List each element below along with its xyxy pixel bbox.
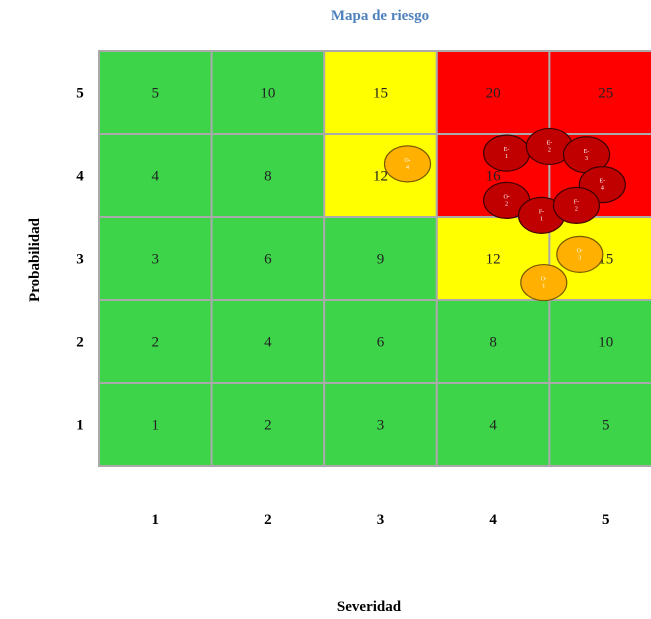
cell-value-label: 10: [598, 335, 613, 351]
y-tick-label: 4: [76, 169, 84, 185]
risk-bubble-label: O-4: [404, 158, 410, 171]
y-tick-label: 5: [76, 86, 84, 102]
risk-bubble-label: O-3: [577, 248, 583, 261]
risk-bubble-label: F-1: [539, 209, 544, 222]
risk-bubble-label: E-4: [599, 179, 605, 192]
cell-value-label: 25: [598, 86, 613, 102]
risk-bubble-marker: [556, 235, 604, 273]
cell-value-label: 10: [260, 86, 275, 102]
heatmap-cell: [210, 50, 326, 135]
y-axis-title: Probabilidad: [27, 217, 43, 302]
x-tick-label: 4: [489, 512, 497, 528]
risk-bubble-label: E-1: [504, 147, 510, 160]
cell-value-label: 2: [152, 335, 160, 351]
risk-bubble-marker: [552, 186, 601, 224]
heatmap-cell: [548, 382, 651, 467]
cell-value-label: 8: [489, 335, 497, 351]
heatmap-cell: [323, 50, 438, 135]
heatmap-cells: 51015202548121620369121524681012345: [98, 50, 651, 467]
cell-value-label: 6: [377, 335, 385, 351]
heatmap-cell: [435, 299, 551, 384]
risk-bubble-label: O-1: [541, 277, 547, 290]
cell-value-label: 15: [373, 86, 388, 102]
x-tick-label: 1: [152, 512, 160, 528]
cell-value-label: 12: [486, 252, 501, 268]
cell-value-label: 9: [377, 252, 385, 268]
cell-value-label: 5: [602, 418, 610, 434]
risk-bubble-label: F-2: [574, 199, 579, 212]
risk-bubble: O-4: [383, 145, 432, 183]
risk-bubble: F-2: [552, 186, 601, 224]
risk-bubble: O-3: [556, 235, 604, 273]
cell-value-label: 12: [373, 169, 388, 185]
risk-bubble: E-1: [483, 134, 531, 172]
cell-value-label: 8: [264, 169, 272, 185]
heatmap-cell: [98, 299, 213, 384]
cell-value-label: 2: [264, 418, 272, 434]
chart-title: Mapa de riesgo: [331, 8, 429, 24]
cell-value-label: 16: [486, 169, 502, 185]
risk-bubble-label: O-2: [503, 194, 509, 207]
x-tick-label: 2: [264, 512, 272, 528]
y-tick-label: 1: [76, 418, 84, 434]
heatmap-cell: [210, 299, 326, 384]
cell-value-label: 5: [152, 86, 160, 102]
heatmap-cell: [323, 299, 438, 384]
cell-value-label: 1: [152, 418, 160, 434]
heatmap-cell: [548, 50, 651, 135]
x-tick-label: 3: [377, 512, 385, 528]
cell-value-label: 20: [486, 86, 501, 102]
x-tick-label: 5: [602, 512, 610, 528]
heatmap-cell: [98, 216, 213, 301]
cell-value-label: 4: [264, 335, 272, 351]
heatmap-cell: [548, 299, 651, 384]
x-axis-title: Severidad: [337, 599, 402, 615]
y-tick-label: 3: [76, 252, 84, 268]
cell-value-label: 3: [377, 418, 385, 434]
y-tick-label: 2: [76, 335, 84, 351]
cell-value-label: 4: [152, 169, 160, 185]
heatmap-cell: [323, 382, 438, 467]
risk-bubbles: O-4 E-1 E-2 E-3 E-4 O-2 F-1 F-2 O-3 O-1: [383, 127, 626, 302]
heatmap-cell: [98, 133, 213, 218]
risk-bubble-label: E-3: [584, 149, 590, 162]
cell-value-label: 6: [264, 252, 272, 268]
risk-bubble-label: E-2: [547, 140, 553, 153]
cell-value-label: 4: [489, 418, 497, 434]
heatmap-cell: [98, 50, 213, 135]
risk-bubble: O-1: [520, 263, 568, 302]
cell-value-label: 3: [152, 252, 160, 268]
risk-bubble-marker: [383, 145, 432, 183]
heatmap-cell: [435, 382, 551, 467]
risk-bubble-marker: [520, 263, 568, 302]
